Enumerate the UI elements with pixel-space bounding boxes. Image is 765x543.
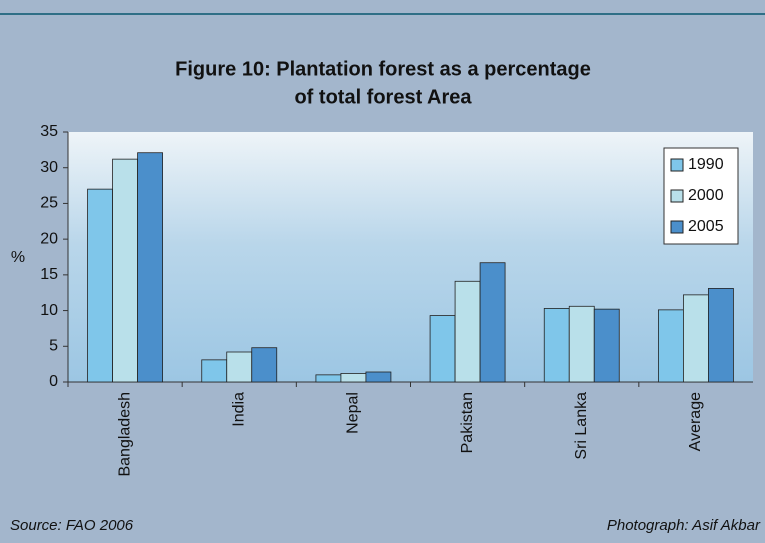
source-note: Source: FAO 2006 xyxy=(10,517,134,534)
x-tick-label: Nepal xyxy=(345,392,362,434)
bar xyxy=(454,280,481,383)
bar xyxy=(112,158,138,383)
bar xyxy=(658,309,684,383)
bar xyxy=(365,371,392,383)
x-tick-label: Pakistan xyxy=(459,392,476,453)
legend-label: 2000 xyxy=(688,187,724,204)
bar xyxy=(226,351,253,383)
bar xyxy=(201,359,228,383)
y-tick-label: 35 xyxy=(40,123,58,140)
x-tick-label: India xyxy=(230,392,247,427)
x-tick-label: Average xyxy=(687,392,704,451)
y-tick-label: 0 xyxy=(49,373,58,390)
legend-swatch xyxy=(670,189,684,203)
x-tick-label: Bangladesh xyxy=(116,392,133,477)
legend-swatch xyxy=(670,158,684,172)
chart-subtitle: of total forest Area xyxy=(294,86,472,108)
bar xyxy=(340,373,367,383)
bar xyxy=(543,308,570,383)
chart-title: Figure 10: Plantation forest as a percen… xyxy=(175,58,591,80)
x-tick-label: Sri Lanka xyxy=(573,392,590,460)
photo-credit: Photograph: Asif Akbar xyxy=(607,517,761,534)
bar xyxy=(708,288,734,383)
legend-label: 2005 xyxy=(688,218,724,235)
plot-area xyxy=(68,132,753,382)
y-tick-label: 5 xyxy=(49,338,58,355)
bar xyxy=(479,262,506,383)
y-tick-label: 30 xyxy=(40,159,58,176)
bar xyxy=(593,308,620,383)
legend-swatch xyxy=(670,220,684,234)
bar xyxy=(251,347,278,383)
bar xyxy=(683,294,709,383)
y-axis-label: % xyxy=(11,249,25,266)
bar xyxy=(429,315,456,383)
y-tick-label: 25 xyxy=(40,195,58,212)
bar xyxy=(315,374,342,383)
y-tick-label: 10 xyxy=(40,302,58,319)
bar xyxy=(137,152,163,383)
bar xyxy=(568,305,595,383)
y-tick-label: 15 xyxy=(40,266,58,283)
bar xyxy=(87,188,113,383)
legend-label: 1990 xyxy=(688,156,724,173)
y-tick-label: 20 xyxy=(40,230,58,247)
